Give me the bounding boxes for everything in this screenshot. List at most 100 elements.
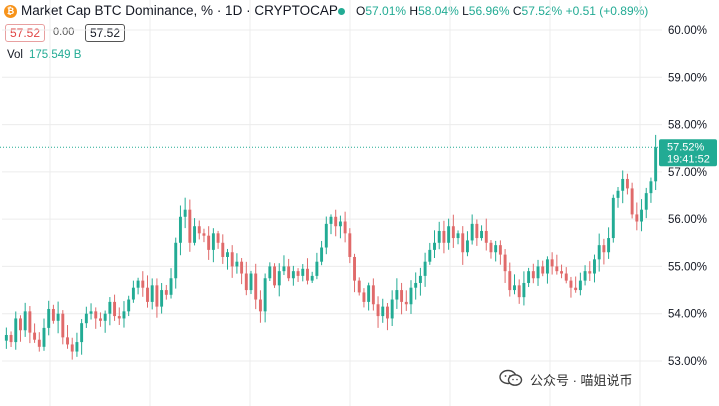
- candle-body: [19, 318, 22, 331]
- candle-body: [51, 308, 55, 321]
- candle-body: [75, 342, 79, 352]
- candle-body: [418, 275, 422, 283]
- candle-body: [348, 233, 352, 257]
- candle-body: [254, 273, 258, 300]
- candle-body: [555, 266, 559, 272]
- candle-body: [202, 233, 206, 236]
- candle-body: [193, 226, 197, 243]
- y-tick-label: 54.00%: [668, 309, 707, 321]
- candle-body: [84, 313, 88, 324]
- candle-body: [489, 242, 493, 253]
- market-status-icon: [338, 8, 345, 15]
- candle-body: [324, 223, 328, 248]
- candle-body: [390, 299, 394, 319]
- candle-body: [315, 261, 319, 276]
- ohlc-values: O57.01% H58.04% L56.96% C57.52% +0.51 (+…: [356, 4, 648, 18]
- candle-body: [268, 266, 272, 279]
- candle-body: [310, 275, 314, 281]
- candle-body: [545, 259, 549, 274]
- candle-body: [277, 271, 281, 286]
- candle-body: [160, 290, 164, 307]
- candle-body: [70, 344, 74, 352]
- candle-body: [376, 304, 380, 317]
- candle-body: [169, 278, 173, 295]
- candle-body: [9, 334, 13, 343]
- chart-grid: [2, 0, 662, 406]
- candle-body: [593, 259, 596, 274]
- candle-body: [465, 240, 469, 253]
- y-tick-label: 53.00%: [668, 356, 707, 368]
- candle-body: [235, 261, 239, 267]
- candle-body: [475, 223, 479, 239]
- candle-body: [56, 313, 60, 321]
- candle-body: [263, 278, 267, 312]
- y-tick-label: 60.00%: [668, 25, 707, 37]
- candle-body: [508, 271, 512, 291]
- candle-body: [531, 271, 535, 279]
- low-value: 56.96%: [468, 4, 510, 18]
- candle-body: [47, 308, 51, 328]
- candle-body: [362, 292, 366, 302]
- countdown-label: 19:41:52: [667, 153, 710, 165]
- candle-body: [103, 313, 107, 321]
- candle-body: [136, 280, 140, 288]
- candle-body: [14, 318, 18, 343]
- candle-body: [296, 271, 300, 276]
- candle-body: [456, 233, 460, 239]
- candle-body: [433, 242, 436, 250]
- open-value: 57.01%: [365, 4, 407, 18]
- candle-body: [649, 181, 653, 194]
- low-key: L: [462, 4, 469, 18]
- candle-body: [437, 230, 441, 243]
- candle-body: [461, 233, 465, 253]
- candle-body: [89, 311, 93, 314]
- candle-body: [42, 327, 46, 347]
- spread-value: 0.00: [53, 26, 75, 38]
- candle-body: [4, 334, 8, 341]
- candle-body: [630, 188, 634, 215]
- candle-body: [122, 311, 126, 319]
- candle-body: [597, 245, 601, 260]
- candle-body: [338, 221, 342, 227]
- candle-body: [442, 230, 446, 243]
- price-axis[interactable]: 53.00% 54.00% 55.00% 56.00% 57.00% 58.00% 59.0…: [668, 25, 707, 368]
- candle-body: [221, 242, 225, 257]
- candle-body: [550, 259, 554, 267]
- watermark-text: 公众号 · 喵姐说币: [530, 373, 633, 388]
- candle-body: [371, 285, 375, 305]
- candle-body: [329, 216, 333, 224]
- candle-body: [28, 311, 32, 333]
- candle-body: [367, 285, 371, 302]
- candle-body: [258, 299, 262, 312]
- candle-body: [353, 256, 356, 281]
- candle-body: [527, 271, 531, 283]
- buy-button[interactable]: 57.52: [85, 24, 126, 42]
- candle-body: [386, 306, 389, 319]
- candle-body: [578, 280, 582, 291]
- candle-body: [226, 252, 229, 257]
- volume-legend: Vol 175.549 B: [7, 49, 81, 61]
- close-key: C: [512, 4, 522, 18]
- candle-body: [494, 245, 498, 253]
- candle-body: [654, 147, 658, 182]
- candle-body: [197, 226, 201, 234]
- candle-body: [640, 209, 643, 222]
- candle-body: [211, 233, 215, 250]
- candle-body: [216, 233, 220, 243]
- candle-body: [569, 280, 573, 288]
- chart-legend: ₿ Market Cap BTC Dominance, % · 1D · CRY…: [0, 0, 719, 22]
- candle-body: [127, 299, 131, 312]
- high-key: H: [409, 4, 419, 18]
- candle-body: [164, 290, 168, 295]
- candle-body: [470, 223, 474, 241]
- candle-body: [583, 271, 587, 281]
- candle-body: [451, 226, 455, 239]
- candle-body: [183, 209, 187, 217]
- candle-body: [616, 190, 620, 198]
- symbol-title[interactable]: Market Cap BTC Dominance, % · 1D · CRYPT…: [21, 3, 338, 18]
- last-price-tag-bg: [659, 139, 717, 167]
- candle-body: [178, 216, 182, 243]
- candle-body: [230, 252, 234, 267]
- candle-body: [33, 332, 37, 340]
